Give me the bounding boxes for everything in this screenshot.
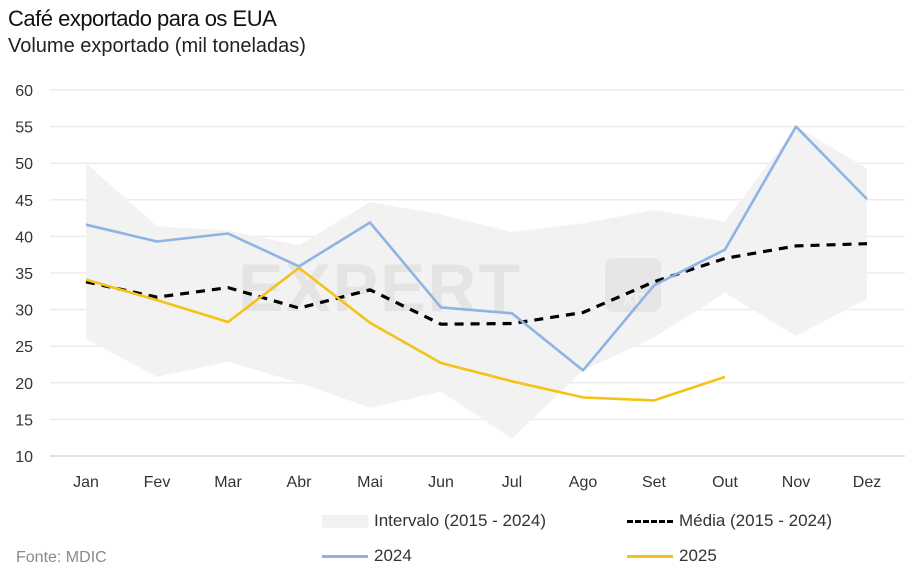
x-tick-label: Ago bbox=[569, 474, 598, 491]
x-tick-label: Mai bbox=[357, 474, 383, 491]
y-tick-label: 60 bbox=[15, 83, 33, 100]
series-line-average bbox=[85, 242, 868, 326]
y-tick-label: 35 bbox=[15, 266, 33, 283]
legend-label-average: Média (2015 - 2024) bbox=[679, 511, 833, 530]
x-tick-label: Nov bbox=[782, 474, 810, 491]
watermark-logo-text: XP bbox=[622, 290, 646, 310]
x-tick-label: Dez bbox=[853, 474, 881, 491]
legend-item-2024: 2024 bbox=[322, 546, 412, 566]
y-tick-label: 10 bbox=[15, 449, 33, 466]
watermark: EXPERT XP bbox=[238, 250, 661, 326]
series-line-2025 bbox=[85, 266, 726, 402]
dashed-line-icon bbox=[627, 519, 673, 523]
legend-label-2025: 2025 bbox=[679, 546, 717, 565]
y-tick-label: 25 bbox=[15, 339, 33, 356]
source-note: Fonte: MDIC bbox=[16, 549, 107, 566]
series-lines bbox=[85, 125, 868, 402]
band-swatch-icon bbox=[322, 514, 368, 528]
line-swatch-2024-icon bbox=[322, 554, 368, 558]
chart-subtitle: Volume exportado (mil toneladas) bbox=[8, 35, 306, 57]
series-line-2024 bbox=[85, 125, 868, 372]
x-tick-label: Jun bbox=[428, 474, 454, 491]
y-tick-label: 55 bbox=[15, 120, 33, 137]
line-swatch-2025-icon bbox=[627, 554, 673, 558]
legend-label-band: Intervalo (2015 - 2024) bbox=[374, 511, 546, 530]
chart-title: Café exportado para os EUA bbox=[8, 6, 277, 31]
y-tick-label: 15 bbox=[15, 412, 33, 429]
y-tick-label: 45 bbox=[15, 193, 33, 210]
x-tick-label: Abr bbox=[287, 474, 313, 491]
x-axis-ticks: Jan Fev Mar Abr Mai Jun Jul Ago Set Out Nov Dez bbox=[73, 474, 881, 491]
x-tick-label: Mar bbox=[214, 474, 242, 491]
watermark-text: EXPERT bbox=[238, 250, 522, 326]
x-tick-label: Fev bbox=[144, 474, 171, 491]
legend-label-2024: 2024 bbox=[374, 546, 412, 565]
x-tick-label: Set bbox=[642, 474, 667, 491]
x-tick-label: Jul bbox=[502, 474, 522, 491]
x-tick-label: Jan bbox=[73, 474, 99, 491]
y-tick-label: 20 bbox=[15, 376, 33, 393]
legend-item-average: Média (2015 - 2024) bbox=[627, 511, 832, 531]
y-tick-label: 30 bbox=[15, 303, 33, 320]
x-tick-label: Out bbox=[712, 474, 738, 491]
range-band-2015-2024 bbox=[86, 126, 867, 439]
y-axis-ticks: 10 15 20 25 30 35 40 45 50 55 60 bbox=[15, 83, 33, 466]
y-tick-label: 40 bbox=[15, 229, 33, 246]
y-tick-label: 50 bbox=[15, 156, 33, 173]
legend-item-2025: 2025 bbox=[627, 546, 717, 566]
legend-item-band: Intervalo (2015 - 2024) bbox=[322, 511, 546, 531]
